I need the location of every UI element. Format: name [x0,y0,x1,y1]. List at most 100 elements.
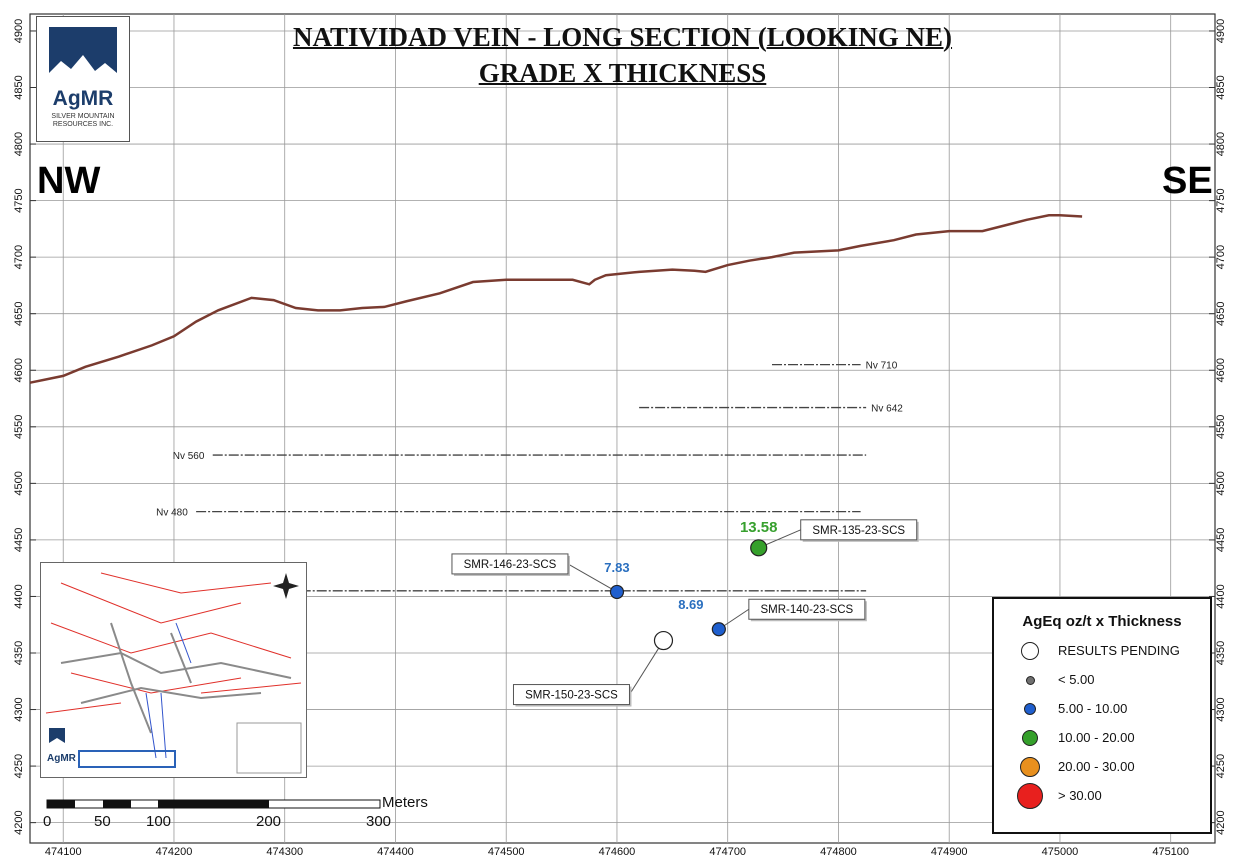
legend-symbol-icon [1025,675,1035,685]
inset-logo-name: AgMR [47,753,76,764]
y-tick-label: 4250 [13,754,25,778]
legend-title: AgEq oz/t x Thickness [1022,613,1182,630]
legend-symbol-icon [1021,642,1039,660]
scale-label-50: 50 [94,813,111,830]
level-label: Nv 642 [871,404,903,415]
legend-item: RESULTS PENDING [994,639,1210,663]
hole-label: SMR-135-23-SCS [812,525,905,537]
y-tick-label: 4800 [1215,132,1227,156]
leader-line [567,563,618,593]
legend-label: 20.00 - 30.00 [1058,759,1135,774]
legend: AgEq oz/t x Thickness RESULTS PENDING < 5… [992,597,1212,834]
hole-value: 7.83 [604,560,629,575]
y-tick-label: 4550 [13,415,25,439]
drill-hole-point [711,622,726,637]
scale-unit: Meters [382,794,428,811]
y-tick-label: 4850 [1215,75,1227,99]
level-label: Nv 560 [173,451,205,462]
y-tick-label: 4450 [13,528,25,552]
x-tick-label: 474700 [709,846,746,858]
y-tick-label: 4300 [13,697,25,721]
direction-nw: NW [37,160,101,202]
y-tick-label: 4350 [13,641,25,665]
legend-label: RESULTS PENDING [1058,643,1180,658]
title-line-1: NATIVIDAD VEIN - LONG SECTION (LOOKING N… [292,22,953,52]
hole-value: 8.69 [678,597,703,612]
scale-label-300: 300 [366,813,392,830]
hole-label-box [748,598,866,620]
legend-label: 10.00 - 20.00 [1058,730,1135,745]
legend-symbol-icon [1017,783,1043,809]
x-tick-label: 475100 [1152,846,1189,858]
x-tick-label: 474800 [820,846,857,858]
hole-label: SMR-150-23-SCS [525,690,618,702]
hole-label-box [451,553,569,575]
hole-value: 13.58 [740,519,778,536]
legend-label: < 5.00 [1058,672,1095,687]
hole-label: SMR-140-23-SCS [761,604,854,616]
drill-holes: SMR-135-23-SCS 13.58 SMR-146-23-SCS 7.83 SMR… [451,519,919,707]
x-tick-label: 474500 [488,846,525,858]
y-tick-label: 4400 [1215,584,1227,608]
hole-label: SMR-146-23-SCS [464,559,557,571]
hole-label-box [512,684,630,706]
drill-hole-point [609,584,625,600]
x-tick-labels: 474100 474200 474300 474400 474500 474600 4747… [45,846,1189,858]
drill-hole-point [653,630,674,651]
y-tick-label: 4700 [13,245,25,269]
company-logo: AgMR SILVER MOUNTAIN RESOURCES INC. [36,16,130,142]
y-tick-label: 4900 [13,19,25,43]
inset-map-drawing [45,572,302,774]
y-tick-labels: 4900 4900 4850 4850 4800 4800 4750 4750 4700 4700… [13,19,1227,835]
y-tick-label: 4600 [13,358,25,382]
y-tick-label: 4500 [1215,471,1227,495]
level-label: Nv 480 [156,508,188,519]
y-tick-label: 4900 [1215,19,1227,43]
legend-label: 5.00 - 10.00 [1058,701,1128,716]
y-tick-label: 4650 [1215,301,1227,325]
y-tick-label: 4850 [13,75,25,99]
scale-label-100: 100 [146,813,172,830]
y-tick-label: 4550 [1215,415,1227,439]
x-tick-label: 474300 [266,846,303,858]
topography-layer [29,214,1083,384]
y-tick-label: 4650 [13,301,25,325]
y-tick-label: 4300 [1215,697,1227,721]
y-tick-label: 4750 [1215,188,1227,212]
hole-label-box [800,519,918,541]
x-tick-label: 474900 [931,846,968,858]
legend-symbol-icon [1024,703,1036,715]
y-tick-label: 4200 [1215,810,1227,834]
legend-item: 20.00 - 30.00 [994,755,1210,779]
legend-item: 5.00 - 10.00 [994,697,1210,721]
direction-se: SE [1162,160,1213,202]
location-inset-map: AgMR [40,562,307,778]
legend-symbol-icon [1020,757,1040,777]
topography-line [29,214,1083,384]
x-tick-label: 474200 [156,846,193,858]
legend-item: 10.00 - 20.00 [994,726,1210,750]
legend-symbol-icon [1022,730,1038,746]
drill-hole-point [750,539,768,557]
y-tick-label: 4250 [1215,754,1227,778]
north-arrow-icon [273,573,299,599]
leader-line [629,640,664,695]
legend-item: < 5.00 [994,668,1210,692]
logo-subtitle: SILVER MOUNTAIN RESOURCES INC. [51,113,115,128]
legend-item: > 30.00 [994,783,1210,809]
legend-label: > 30.00 [1058,788,1102,803]
y-tick-label: 4700 [1215,245,1227,269]
x-tick-label: 474600 [599,846,636,858]
level-label: Nv 710 [866,361,898,372]
y-tick-label: 4500 [13,471,25,495]
mountain-logo-icon [49,27,117,73]
x-tick-label: 474400 [377,846,414,858]
y-tick-label: 4750 [13,188,25,212]
x-tick-label: 474100 [45,846,82,858]
scale-label-0: 0 [43,813,52,830]
y-tick-label: 4200 [13,810,25,834]
y-tick-label: 4450 [1215,528,1227,552]
mine-levels: Nv 710 Nv 642 Nv 560 Nv 480 [156,361,903,592]
y-tick-label: 4350 [1215,641,1227,665]
